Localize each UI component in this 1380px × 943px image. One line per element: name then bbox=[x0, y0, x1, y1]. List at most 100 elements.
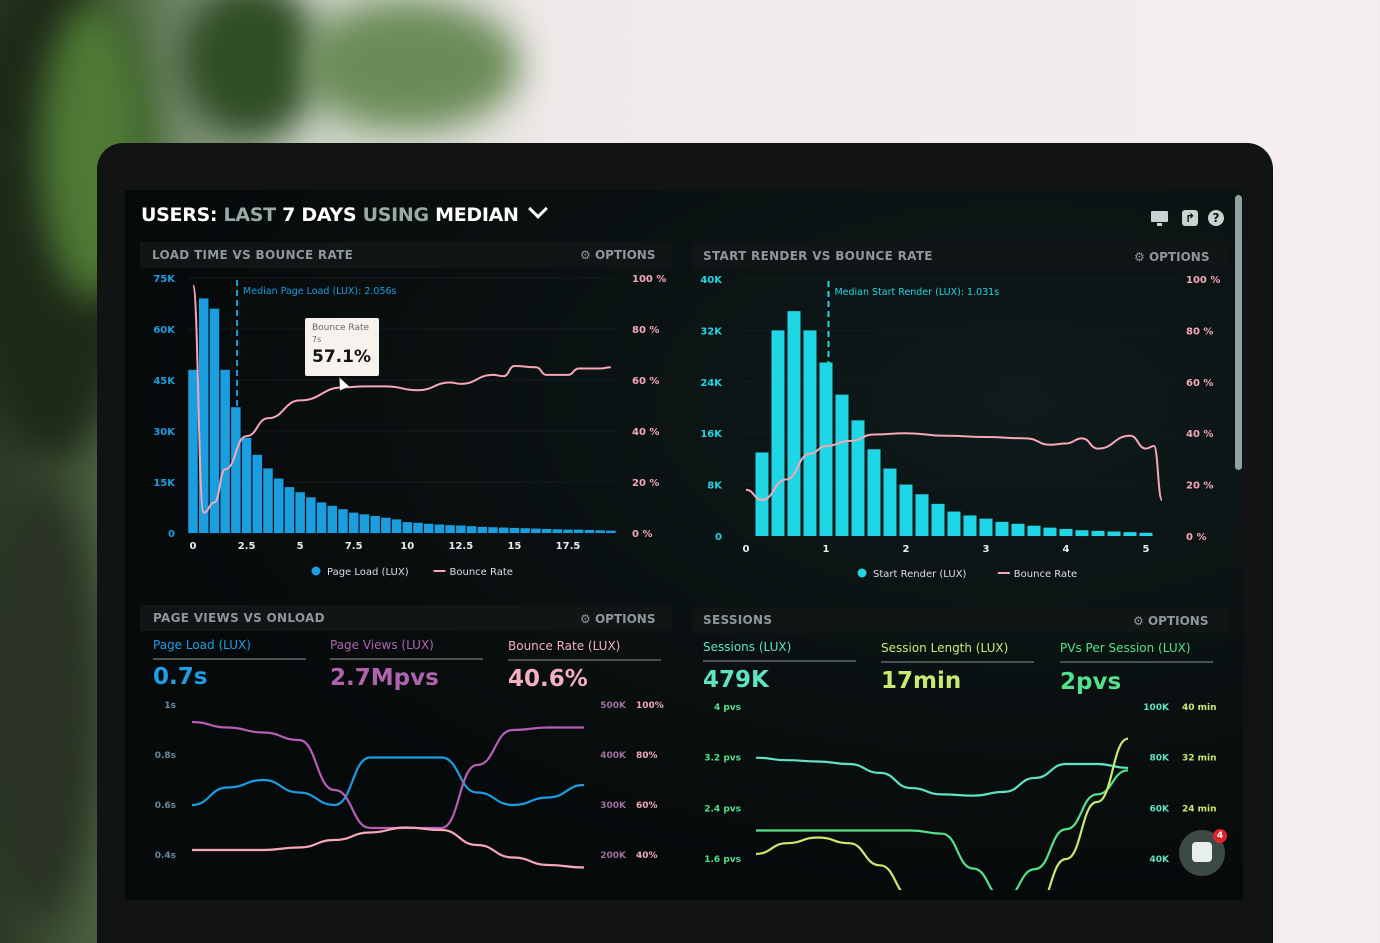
tooltip-value: 57.1% bbox=[312, 347, 371, 367]
options-button-sessions[interactable]: ⚙ OPTIONS bbox=[1133, 614, 1208, 628]
legend-label: Bounce Rate bbox=[1014, 569, 1077, 580]
histogram-bar bbox=[947, 511, 961, 536]
histogram-bar bbox=[851, 420, 865, 536]
histogram-bar bbox=[563, 529, 573, 533]
y-tick-label: 0.4s bbox=[155, 851, 176, 861]
y2-tick-label: 40K bbox=[1150, 855, 1171, 865]
tooltip-x: 7s bbox=[312, 335, 322, 344]
y2-tick-label: 20 % bbox=[1186, 481, 1213, 492]
stat-label-bounce-rate: Bounce Rate (LUX) bbox=[508, 639, 661, 661]
histogram-bar bbox=[198, 298, 209, 533]
histogram-bar bbox=[1059, 528, 1073, 536]
histogram-bar bbox=[552, 529, 563, 533]
gear-icon: ⚙ bbox=[1134, 250, 1149, 264]
y-tick-label: 1.6 pvs bbox=[704, 855, 741, 865]
histogram-bar bbox=[381, 517, 391, 533]
median-annotation: Median Start Render (LUX): 1.031s bbox=[834, 287, 999, 298]
histogram-bar bbox=[327, 505, 338, 533]
histogram-bar bbox=[584, 529, 595, 533]
histogram-bar bbox=[883, 468, 897, 536]
stat-value-page-views: 2.7Mpvs bbox=[330, 665, 439, 691]
histogram-bar bbox=[295, 492, 305, 533]
panel-header-start-render bbox=[692, 243, 1228, 269]
histogram-bar bbox=[445, 525, 455, 533]
monitor-icon[interactable] bbox=[1151, 211, 1168, 226]
y-tick-label: 16K bbox=[700, 429, 723, 440]
y-tick-label: 45K bbox=[153, 376, 176, 387]
dashboard-screen bbox=[125, 190, 1243, 900]
stat-label-page-load: Page Load (LUX) bbox=[153, 638, 306, 660]
options-button-start-render[interactable]: ⚙ OPTIONS bbox=[1134, 250, 1209, 264]
panel-title-sessions: SESSIONS bbox=[703, 613, 773, 627]
histogram-bar bbox=[899, 484, 913, 536]
help-icon[interactable]: ? bbox=[1208, 210, 1224, 226]
y2-tick-label: 60 % bbox=[1186, 378, 1213, 389]
line-chart-1 bbox=[191, 720, 585, 869]
histogram-bar bbox=[915, 494, 929, 536]
histogram-bar bbox=[867, 449, 881, 536]
y-tick-label: 60K bbox=[153, 325, 176, 336]
y2-tick-label: 100 % bbox=[632, 274, 666, 285]
y-tick-label: 0.6s bbox=[155, 801, 176, 811]
histogram-bar bbox=[1139, 532, 1153, 536]
y-tick-label: 0 bbox=[715, 532, 722, 543]
chat-icon bbox=[1192, 842, 1212, 862]
stat-value-sessions: 479K bbox=[703, 667, 769, 693]
scrollbar[interactable] bbox=[1235, 195, 1242, 470]
histogram-bar bbox=[573, 529, 584, 533]
histogram-bar bbox=[531, 528, 541, 533]
histogram-bar bbox=[316, 502, 327, 533]
y-tick-label: 0.8s bbox=[155, 751, 176, 761]
x-tick-label: 10 bbox=[400, 541, 414, 552]
options-label: OPTIONS bbox=[594, 248, 656, 262]
histogram-bar bbox=[995, 521, 1009, 536]
y2-tick-label: 40 % bbox=[632, 427, 659, 438]
options-button-page-views[interactable]: ⚙ OPTIONS bbox=[580, 612, 655, 626]
stat-value-pvs-per-session: 2pvs bbox=[1060, 669, 1122, 695]
y3-tick-label: 60% bbox=[636, 801, 658, 811]
title-median: MEDIAN bbox=[435, 204, 519, 226]
share-icon[interactable]: ↱ bbox=[1182, 210, 1198, 226]
panel-title-start-render: START RENDER VS BOUNCE RATE bbox=[703, 249, 933, 263]
x-tick-label: 0 bbox=[743, 544, 750, 555]
histogram-bar bbox=[771, 330, 785, 536]
y2-tick-label: 80K bbox=[1150, 754, 1171, 764]
y3-tick-label: 40 min bbox=[1182, 703, 1217, 713]
stat-label-session-length: Session Length (LUX) bbox=[881, 641, 1034, 663]
stat-label-sessions: Sessions (LUX) bbox=[703, 640, 856, 662]
series-line-2 bbox=[755, 737, 1129, 890]
tooltip: Bounce Rate 7s 57.1% bbox=[305, 318, 379, 376]
x-tick-label: 5 bbox=[297, 541, 304, 552]
stat-value-session-length: 17min bbox=[881, 668, 962, 694]
histogram-bar bbox=[1043, 527, 1057, 536]
title-range: LAST bbox=[223, 204, 277, 226]
y-tick-label: 15K bbox=[153, 478, 176, 489]
y-tick-label: 40K bbox=[700, 275, 723, 286]
histogram-bar bbox=[391, 519, 402, 533]
options-button-load-time[interactable]: ⚙ OPTIONS bbox=[580, 248, 655, 262]
options-label: OPTIONS bbox=[1148, 250, 1210, 264]
histogram-bar bbox=[306, 497, 316, 533]
histogram-bar bbox=[835, 394, 849, 536]
histogram-bar bbox=[402, 522, 413, 533]
histogram-bar bbox=[819, 362, 833, 536]
line-chart-2 bbox=[755, 737, 1129, 890]
histogram-bar bbox=[263, 468, 273, 533]
y-tick-label: 0 bbox=[168, 529, 175, 540]
histogram-bar bbox=[466, 526, 477, 533]
y-tick-label: 32K bbox=[700, 326, 723, 337]
histogram-bar bbox=[359, 514, 370, 533]
x-tick-label: 5 bbox=[1143, 544, 1150, 555]
histogram-bar bbox=[348, 512, 359, 533]
y-tick-label: 3.2 pvs bbox=[704, 754, 741, 764]
gear-icon: ⚙ bbox=[1133, 614, 1148, 628]
y2-tick-label: 100K bbox=[1143, 703, 1170, 713]
histogram-bar bbox=[1011, 523, 1025, 536]
y2-tick-label: 200K bbox=[600, 851, 627, 861]
series-line-0 bbox=[191, 756, 585, 807]
histogram-bar bbox=[1075, 530, 1089, 536]
y2-tick-label: 0 % bbox=[632, 529, 652, 540]
page-title[interactable]: USERS: LAST 7 DAYS USING MEDIAN bbox=[141, 199, 548, 226]
series-line-0 bbox=[755, 756, 1129, 797]
histogram-bar bbox=[595, 530, 605, 533]
